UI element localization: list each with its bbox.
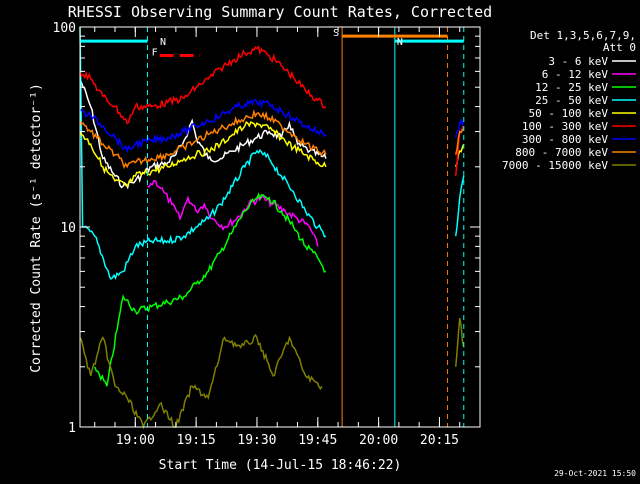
series-9-trace (79, 318, 465, 430)
series-segment (454, 128, 465, 155)
series-segment (147, 180, 319, 247)
series-segment (79, 26, 327, 281)
series-segment (454, 318, 465, 367)
legend-label-1: 3 - 6 keV (548, 55, 608, 68)
series-segment (94, 192, 327, 387)
x-tick-label: 20:15 (420, 433, 459, 448)
series-7-trace (79, 98, 465, 154)
series-4-trace (79, 26, 465, 281)
legend-label-7: 300 - 800 keV (522, 133, 608, 146)
y-tick-label: 10 (60, 221, 76, 236)
legend-label-9: 7000 - 15000 keV (502, 159, 608, 172)
x-tick-label: 19:15 (177, 433, 216, 448)
x-tick-label: 19:45 (298, 433, 337, 448)
y-axis-label: Corrected Count Rate (s⁻¹ detector⁻¹) (29, 83, 44, 373)
y-tick-label: 1 (68, 421, 76, 436)
flare-label: F (152, 48, 158, 59)
series-segment (79, 333, 323, 430)
saa-label: S (333, 28, 339, 39)
night-label: N (397, 37, 403, 48)
night-label: N (160, 37, 166, 48)
x-tick-label: 19:00 (116, 433, 155, 448)
series-8-trace (79, 108, 465, 170)
legend-header-line: Det 1,3,5,6,7,9, (530, 29, 636, 42)
legend-label-8: 800 - 7000 keV (515, 146, 608, 159)
legend-label-3: 12 - 25 keV (535, 81, 608, 94)
legend-label-5: 50 - 100 keV (529, 107, 609, 120)
legend-label-2: 6 - 12 keV (542, 68, 609, 81)
series-segment (454, 175, 465, 237)
x-axis-label: Start Time (14-Jul-15 18:46:22) (159, 458, 402, 473)
plot-timestamp: 29-Oct-2021 15:50 (554, 469, 636, 478)
legend-header-line: Att 0 (603, 41, 636, 54)
y-tick-label: 100 (53, 21, 76, 36)
x-tick-label: 19:30 (237, 433, 276, 448)
series-segment (79, 98, 327, 154)
chart-title: RHESSI Observing Summary Count Rates, Co… (68, 3, 492, 21)
series-segment (79, 45, 327, 125)
series-3-trace (94, 192, 327, 387)
series-segment (79, 108, 327, 170)
legend-label-4: 25 - 50 keV (535, 94, 608, 107)
series-2-trace (147, 180, 319, 247)
series-segment (79, 120, 327, 188)
series-segment (454, 118, 465, 138)
legend-label-6: 100 - 300 keV (522, 120, 608, 133)
x-tick-label: 20:00 (359, 433, 398, 448)
